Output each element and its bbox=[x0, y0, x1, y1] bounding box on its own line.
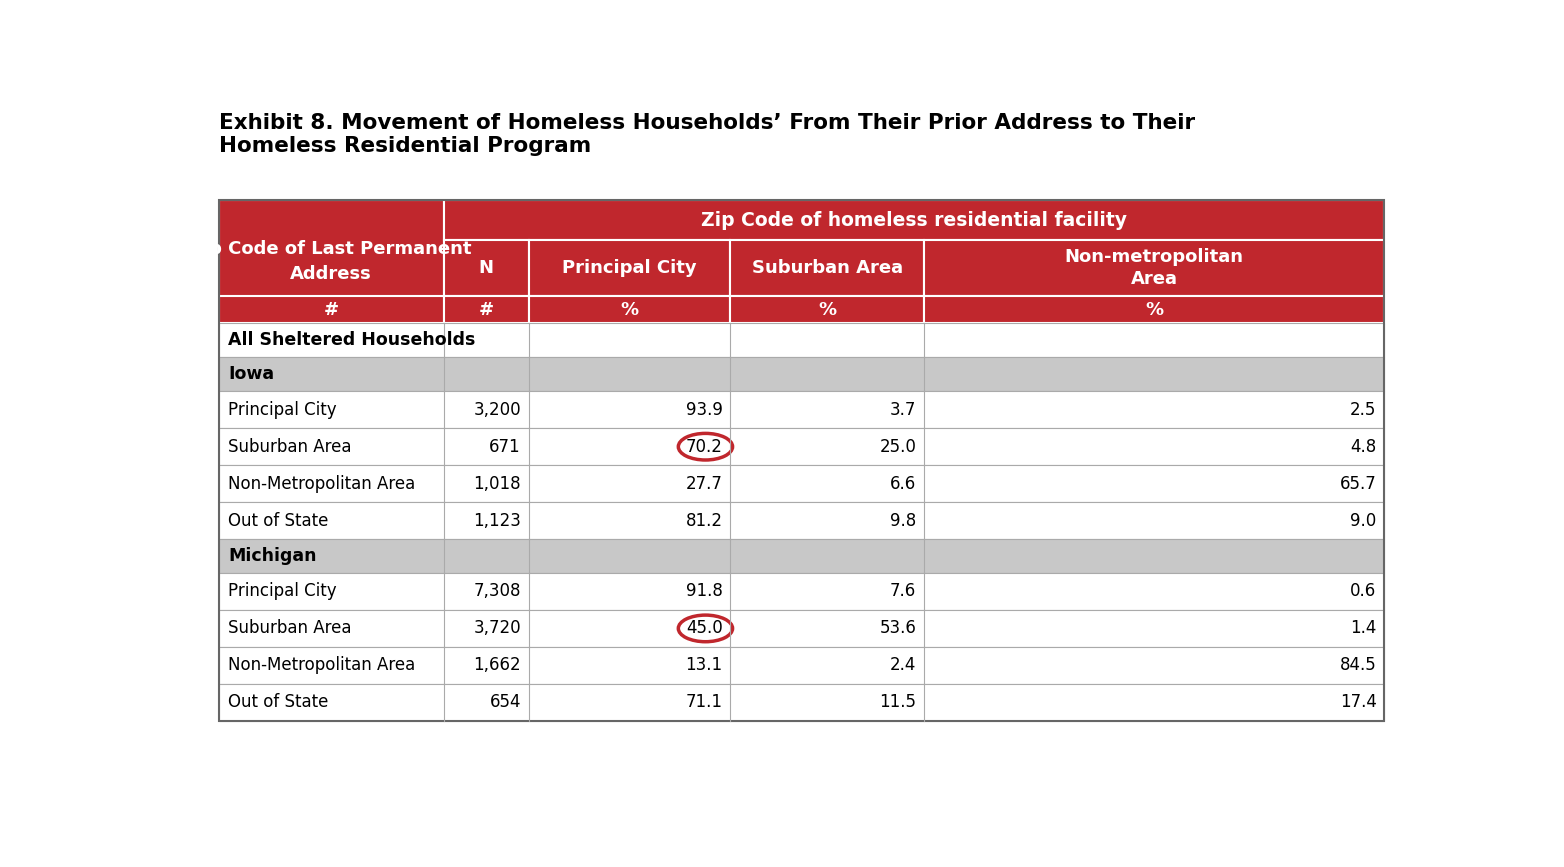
Text: 9.0: 9.0 bbox=[1350, 512, 1376, 530]
Text: #: # bbox=[479, 301, 494, 319]
Text: Non-Metropolitan Area: Non-Metropolitan Area bbox=[228, 474, 416, 492]
Text: 0.6: 0.6 bbox=[1350, 583, 1376, 601]
Bar bbox=[444, 296, 529, 323]
Text: 53.6: 53.6 bbox=[879, 619, 917, 637]
Text: 70.2: 70.2 bbox=[685, 438, 723, 456]
Text: 93.9: 93.9 bbox=[685, 401, 723, 419]
Text: N: N bbox=[479, 259, 494, 277]
Bar bbox=[924, 296, 1384, 323]
Bar bbox=[219, 610, 1384, 647]
Text: Iowa: Iowa bbox=[228, 365, 274, 383]
Text: Zip Code of Last Permanent
Address: Zip Code of Last Permanent Address bbox=[191, 240, 472, 284]
Text: 84.5: 84.5 bbox=[1340, 656, 1376, 675]
Text: 91.8: 91.8 bbox=[685, 583, 723, 601]
Text: 27.7: 27.7 bbox=[685, 474, 723, 492]
Bar bbox=[219, 466, 1384, 502]
Text: 1,018: 1,018 bbox=[474, 474, 521, 492]
Bar bbox=[529, 296, 730, 323]
Bar bbox=[219, 573, 1384, 610]
Bar bbox=[730, 240, 924, 296]
Text: 3.7: 3.7 bbox=[890, 401, 917, 419]
Bar bbox=[219, 647, 1384, 684]
Bar bbox=[219, 502, 1384, 539]
Bar bbox=[219, 200, 1384, 720]
Text: 3,720: 3,720 bbox=[474, 619, 521, 637]
Text: 9.8: 9.8 bbox=[890, 512, 917, 530]
Text: Principal City: Principal City bbox=[228, 401, 336, 419]
Text: 1,662: 1,662 bbox=[474, 656, 521, 675]
Text: Suburban Area: Suburban Area bbox=[228, 438, 352, 456]
Text: Suburban Area: Suburban Area bbox=[228, 619, 352, 637]
Text: #: # bbox=[324, 301, 339, 319]
Text: Out of State: Out of State bbox=[228, 512, 328, 530]
Bar bbox=[219, 539, 1384, 573]
Text: 81.2: 81.2 bbox=[685, 512, 723, 530]
Text: 17.4: 17.4 bbox=[1340, 694, 1376, 711]
Text: Out of State: Out of State bbox=[228, 694, 328, 711]
Text: Michigan: Michigan bbox=[228, 547, 316, 565]
Text: All Sheltered Households: All Sheltered Households bbox=[228, 331, 475, 349]
Text: %: % bbox=[1145, 301, 1164, 319]
Bar bbox=[219, 323, 1384, 357]
Text: Exhibit 8. Movement of Homeless Households’ From Their Prior Address to Their: Exhibit 8. Movement of Homeless Househol… bbox=[219, 114, 1195, 134]
Text: 45.0: 45.0 bbox=[685, 619, 723, 637]
Bar bbox=[924, 240, 1384, 296]
Bar bbox=[219, 200, 444, 323]
Text: 7.6: 7.6 bbox=[890, 583, 917, 601]
Text: Non-metropolitan
Area: Non-metropolitan Area bbox=[1065, 248, 1243, 288]
Text: Suburban Area: Suburban Area bbox=[752, 259, 902, 277]
Bar bbox=[444, 240, 529, 296]
Bar bbox=[219, 296, 444, 323]
Text: %: % bbox=[621, 301, 638, 319]
Text: 654: 654 bbox=[490, 694, 521, 711]
Text: 65.7: 65.7 bbox=[1340, 474, 1376, 492]
Text: Homeless Residential Program: Homeless Residential Program bbox=[219, 136, 591, 156]
Text: Principal City: Principal City bbox=[561, 259, 698, 277]
Bar bbox=[219, 357, 1384, 391]
Text: 1,123: 1,123 bbox=[474, 512, 521, 530]
Text: %: % bbox=[818, 301, 837, 319]
Text: Zip Code of homeless residential facility: Zip Code of homeless residential facilit… bbox=[701, 211, 1128, 230]
Bar bbox=[219, 391, 1384, 428]
Text: 4.8: 4.8 bbox=[1350, 438, 1376, 456]
Text: 671: 671 bbox=[490, 438, 521, 456]
Text: 3,200: 3,200 bbox=[474, 401, 521, 419]
Text: 71.1: 71.1 bbox=[685, 694, 723, 711]
Text: 2.4: 2.4 bbox=[890, 656, 917, 675]
Bar bbox=[730, 296, 924, 323]
Bar bbox=[444, 200, 1384, 240]
Text: 2.5: 2.5 bbox=[1350, 401, 1376, 419]
Text: 6.6: 6.6 bbox=[890, 474, 917, 492]
Text: Non-Metropolitan Area: Non-Metropolitan Area bbox=[228, 656, 416, 675]
Bar bbox=[219, 428, 1384, 466]
Bar bbox=[219, 684, 1384, 720]
Text: 11.5: 11.5 bbox=[879, 694, 917, 711]
Text: 13.1: 13.1 bbox=[685, 656, 723, 675]
Text: Principal City: Principal City bbox=[228, 583, 336, 601]
Text: 7,308: 7,308 bbox=[474, 583, 521, 601]
Text: 25.0: 25.0 bbox=[879, 438, 917, 456]
Bar bbox=[529, 240, 730, 296]
Text: 1.4: 1.4 bbox=[1350, 619, 1376, 637]
